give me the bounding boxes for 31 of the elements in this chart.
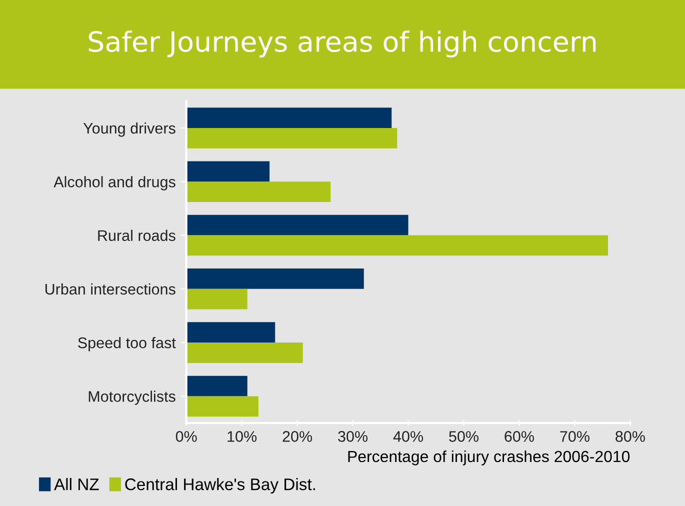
bar [186,322,276,343]
bar [186,235,608,256]
legend-label: Central Hawke's Bay Dist. [125,478,315,494]
x-tick-label: 0% [176,431,197,442]
bar [186,108,392,128]
chart-title: Safer Journeys areas of high concern [88,30,596,58]
bar [186,288,248,310]
x-tick-label: 10% [228,431,257,442]
bar [186,268,364,289]
bar [186,342,303,363]
x-tick-label: 80% [616,431,645,442]
y-tick-label: Rural roads [98,230,176,241]
x-tick-label: 20% [282,431,312,442]
bar [186,396,258,417]
y-tick-label: Alcohol and drugs [54,176,176,190]
x-axis-title: Percentage of injury crashes 2006-2010 [348,450,630,466]
y-tick-label: Young drivers [83,122,176,137]
x-tick-label: 60% [504,431,534,442]
bar [186,128,398,148]
y-tick-label: Urban intersections [45,283,176,295]
x-tick-label: 70% [560,431,590,442]
x-tick-label: 40% [393,431,424,442]
x-tick-label: 50% [449,431,478,442]
legend-label: All NZ [54,478,99,490]
bar [186,214,408,236]
y-tick-label: Motorcyclists [88,390,176,405]
bar [186,161,270,182]
bar [186,182,331,202]
y-tick-label: Speed too fast [78,337,176,352]
bar [186,376,248,396]
x-tick-label: 30% [338,431,368,442]
